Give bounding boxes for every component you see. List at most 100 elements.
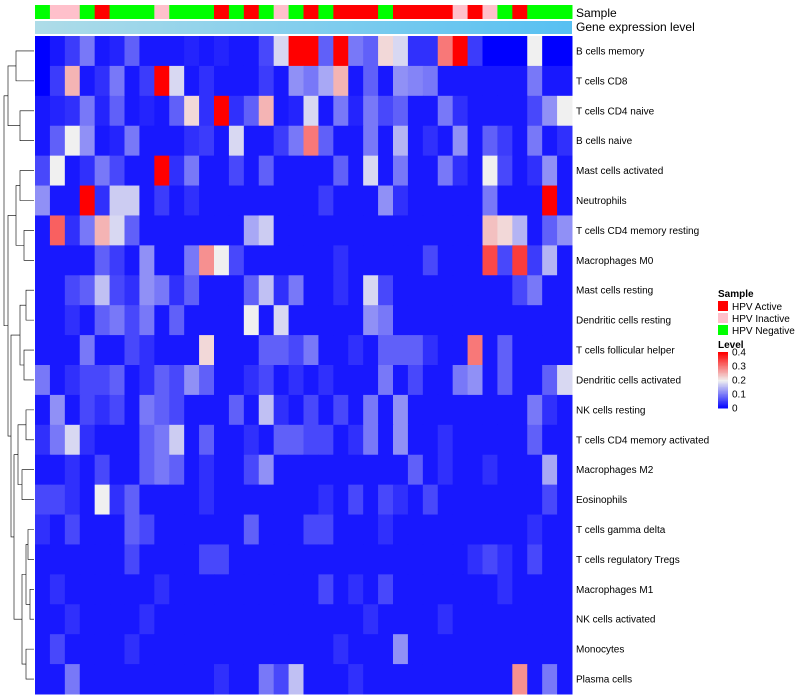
heatmap-cell: [452, 65, 469, 97]
heatmap-cell: [452, 664, 469, 695]
heatmap-cell: [482, 65, 498, 97]
heatmap-cell: [64, 514, 81, 545]
heatmap-cell: [79, 394, 96, 426]
legend-level-tick: 0.1: [732, 390, 746, 401]
heatmap-cell: [64, 215, 81, 246]
heatmap-cell: [184, 215, 200, 246]
heatmap-cell: [527, 365, 543, 396]
heatmap-cell: [124, 65, 140, 97]
heatmap-cell: [422, 185, 439, 216]
heatmap-cell: [467, 394, 483, 426]
heatmap-cell: [258, 365, 275, 396]
heatmap-cell: [258, 454, 275, 486]
heatmap-cell: [109, 65, 125, 97]
heatmap-cell: [482, 634, 498, 665]
heatmap-cell: [512, 424, 528, 456]
heatmap-cell: [378, 125, 394, 157]
heatmap-cell: [527, 634, 543, 665]
heatmap-cell: [333, 454, 349, 486]
heatmap-cell: [228, 394, 245, 426]
sample-annotation-cell: [214, 5, 230, 19]
heatmap-cell: [348, 365, 364, 396]
heatmap-cell: [333, 365, 349, 396]
heatmap-cell: [497, 454, 513, 486]
heatmap-cell: [542, 36, 558, 67]
heatmap-cell: [228, 664, 245, 695]
heatmap-cell: [169, 305, 185, 336]
heatmap-cell: [333, 125, 349, 157]
heatmap-cell: [124, 574, 140, 605]
sample-annotation-cell: [482, 5, 498, 19]
heatmap-cell: [94, 275, 111, 306]
heatmap-cell: [303, 125, 319, 157]
heatmap-cell: [467, 185, 483, 216]
heatmap-cell: [467, 305, 483, 336]
legend-colorbar-segment: [718, 378, 728, 381]
heatmap-cell: [393, 125, 409, 157]
heatmap-cell: [124, 604, 140, 635]
heatmap-cell: [243, 335, 260, 366]
heatmap-cell: [49, 215, 66, 246]
row-label: Mast cells resting: [576, 286, 653, 297]
legend-level-tick: 0.4: [732, 348, 746, 359]
dendrogram-branch: [25, 409, 34, 441]
heatmap-cell: [557, 125, 573, 157]
heatmap-cell: [363, 574, 379, 605]
heatmap-cell: [124, 365, 140, 396]
heatmap-cell: [214, 125, 230, 157]
heatmap-cell: [542, 634, 558, 665]
heatmap-cell: [303, 394, 319, 426]
heatmap-cell: [363, 514, 379, 545]
heatmap-cell: [154, 634, 170, 665]
heatmap-cell: [303, 65, 319, 97]
heatmap-cell: [288, 574, 304, 605]
heatmap-cell: [422, 215, 439, 246]
heatmap-cell: [333, 185, 349, 216]
legend-colorbar-segment: [718, 367, 728, 370]
heatmap-cell: [467, 335, 483, 366]
heatmap-cell: [169, 125, 185, 157]
row-label: T cells CD4 memory activated: [576, 435, 709, 446]
dendrogram-branch: [7, 215, 16, 437]
heatmap-cell: [199, 36, 215, 67]
heatmap-cell: [437, 634, 454, 665]
heatmap-cell: [378, 544, 394, 575]
heatmap-cell: [348, 125, 364, 157]
heatmap-cell: [512, 245, 528, 276]
heatmap-cell: [452, 514, 469, 545]
heatmap-cell: [288, 36, 304, 67]
heatmap-cell: [437, 36, 454, 67]
heatmap-cell: [318, 155, 334, 187]
heatmap-cell: [378, 155, 394, 187]
heatmap-cell: [243, 544, 260, 575]
heatmap-cell: [139, 245, 155, 276]
heatmap-cell: [378, 215, 394, 246]
heatmap-cell: [497, 185, 513, 216]
heatmap-cell: [348, 424, 364, 456]
heatmap-cell: [363, 544, 379, 575]
heatmap-cell: [437, 155, 454, 187]
legend-colorbar-segment: [718, 363, 728, 366]
heatmap-cell: [422, 664, 439, 695]
heatmap-cell: [214, 275, 230, 306]
heatmap-cell: [49, 335, 66, 366]
heatmap-cell: [169, 604, 185, 635]
heatmap-cell: [35, 514, 51, 545]
heatmap-cell: [214, 574, 230, 605]
heatmap-cell: [199, 424, 215, 456]
heatmap-cell: [184, 634, 200, 665]
heatmap-cell: [169, 215, 185, 246]
heatmap-cell: [288, 245, 304, 276]
heatmap-cell: [512, 305, 528, 336]
sample-annotation-cell: [184, 5, 200, 19]
heatmap-cell: [139, 36, 155, 67]
heatmap-cell: [228, 305, 245, 336]
row-label: Macrophages M2: [576, 465, 654, 476]
heatmap-cell: [452, 245, 469, 276]
heatmap-cell: [79, 275, 96, 306]
heatmap-cell: [318, 574, 334, 605]
heatmap-cell: [243, 305, 260, 336]
heatmap-cell: [109, 544, 125, 575]
heatmap-cell: [422, 574, 439, 605]
